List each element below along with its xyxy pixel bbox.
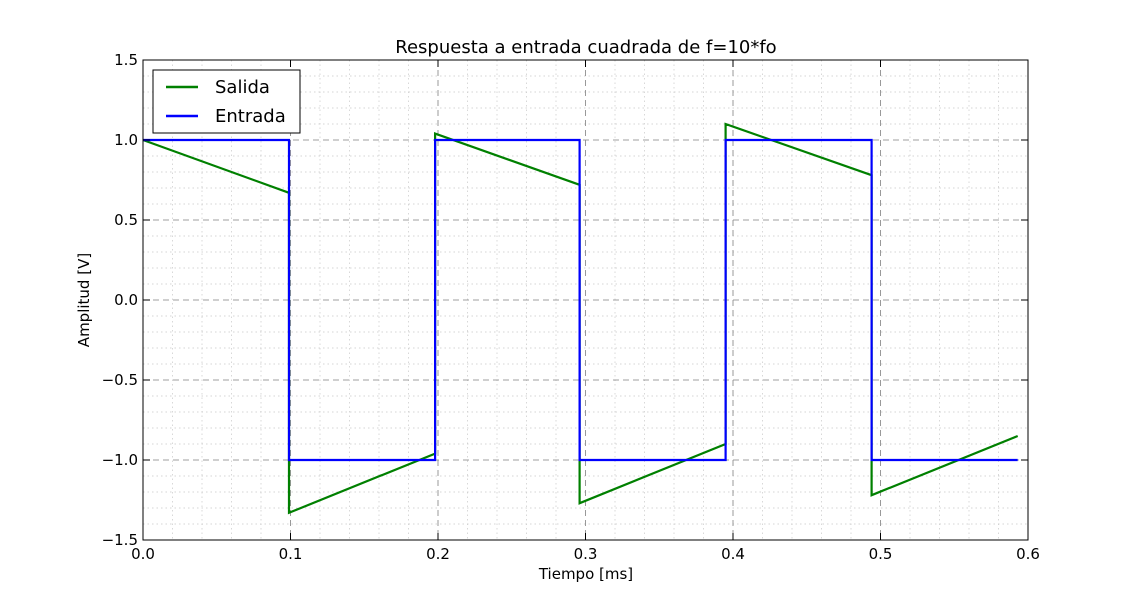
y-tick-labels: 1.5 1.0 0.5 0.0 −0.5 −1.0 −1.5 <box>102 51 138 549</box>
x-tick-label: 0.2 <box>426 545 450 563</box>
y-tick-label: −0.5 <box>102 371 138 389</box>
x-tick-label: 0.4 <box>721 545 745 563</box>
legend: Salida Entrada <box>152 69 301 134</box>
series-layer <box>142 122 1019 515</box>
y-tick-label: 1.5 <box>114 51 138 69</box>
x-tick-label: 0.5 <box>869 545 893 563</box>
y-tick-label: 0.0 <box>114 291 138 309</box>
y-tick-label: 1.0 <box>114 131 138 149</box>
x-tick-label: 0.0 <box>131 545 155 563</box>
x-tick-label: 0.6 <box>1016 545 1040 563</box>
legend-label-entrada: Entrada <box>215 106 286 127</box>
y-tick-label: 0.5 <box>114 211 138 229</box>
chart-title: Respuesta a entrada cuadrada de f=10*fo <box>395 37 776 58</box>
legend-label-salida: Salida <box>215 77 270 98</box>
x-tick-label: 0.3 <box>574 545 598 563</box>
axis-ticks <box>142 59 1029 541</box>
series-line-entrada <box>143 138 1018 462</box>
y-axis-label: Amplitud [V] <box>75 253 93 347</box>
legend-box <box>152 69 301 134</box>
y-tick-label: −1.0 <box>102 451 138 469</box>
x-tick-labels: 0.0 0.1 0.2 0.3 0.4 0.5 0.6 <box>131 545 1040 563</box>
x-axis-label: Tiempo [ms] <box>538 565 633 583</box>
x-tick-label: 0.1 <box>279 545 303 563</box>
y-tick-label: −1.5 <box>102 531 138 549</box>
